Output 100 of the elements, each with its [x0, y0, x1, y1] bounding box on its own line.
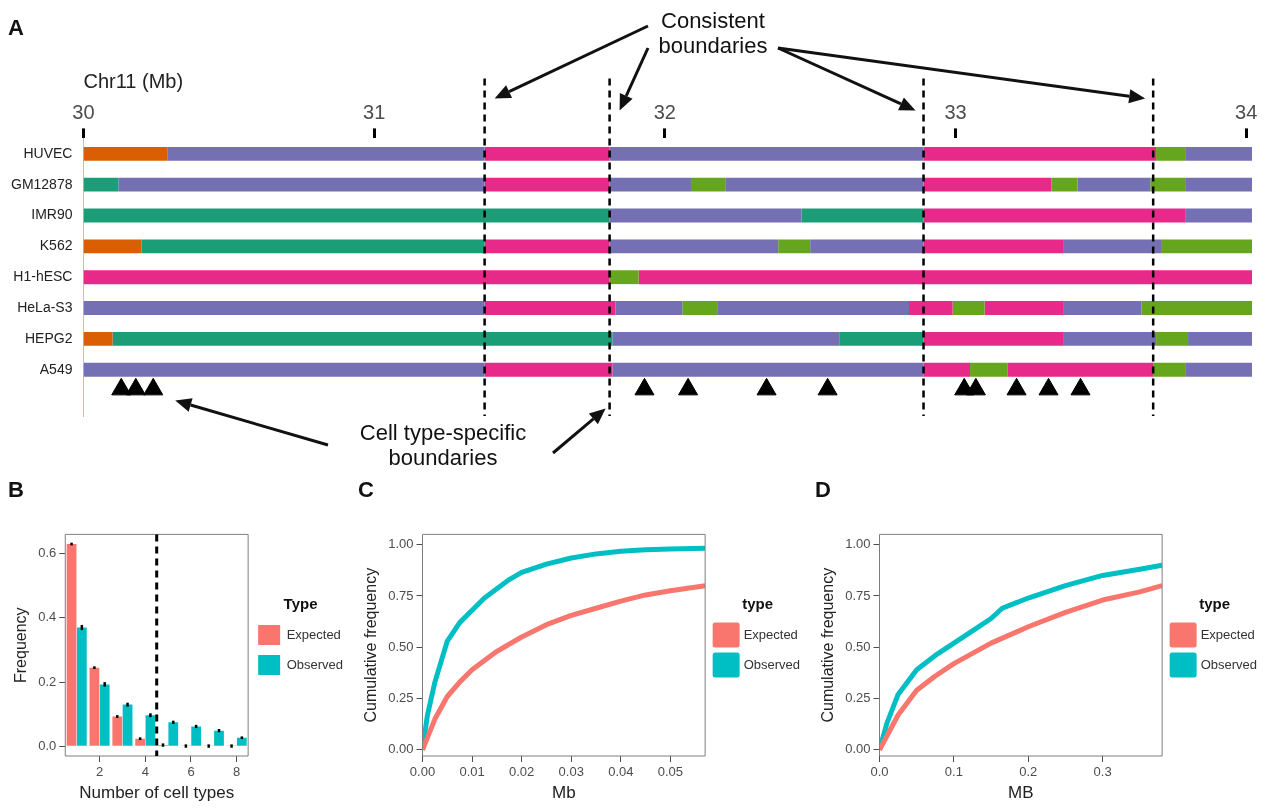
y-tick-label: 0.25 [388, 690, 414, 706]
bar [167, 146, 485, 161]
x-tick-label: 0.1 [944, 764, 963, 780]
bar [778, 239, 811, 254]
x-tick-label: 2 [95, 764, 104, 780]
bar [801, 208, 924, 223]
chart-title: A [8, 15, 24, 41]
bar [236, 737, 247, 746]
y-tick-label: A549 [39, 360, 73, 377]
bar [1063, 239, 1162, 254]
x-axis-title: Mb [552, 783, 576, 803]
bar [83, 177, 119, 192]
bar [1185, 362, 1252, 377]
bar [83, 239, 142, 254]
y-tick-label: GM12878 [11, 175, 73, 192]
x-tick-label: 30 [72, 100, 95, 123]
y-tick-label: 1.00 [845, 536, 871, 552]
bar [118, 177, 485, 192]
bar [1153, 362, 1186, 377]
x-tick-label: 32 [653, 100, 676, 123]
bar [609, 239, 779, 254]
legend-title: type [1199, 594, 1230, 612]
bar [810, 239, 924, 254]
chart-title: C [358, 477, 374, 503]
bar [214, 730, 224, 746]
x-tick-label: 4 [141, 764, 149, 780]
bar [141, 239, 485, 254]
x-tick-label: 0.04 [608, 764, 634, 780]
x-tick-label: 0.03 [558, 764, 584, 780]
bar [609, 146, 924, 161]
bar [66, 544, 77, 746]
bar [83, 331, 113, 346]
legend-label: Expected [743, 626, 798, 642]
y-tick-label: 0.75 [845, 587, 871, 603]
bar [1077, 177, 1151, 192]
bar [1188, 331, 1252, 346]
legend-label: Expected [286, 626, 341, 642]
x-tick-label: 0.2 [1019, 764, 1038, 780]
bar [952, 301, 985, 315]
x-axis-title: Number of cell types [79, 783, 235, 803]
y-tick-label: 1.00 [388, 536, 414, 552]
y-tick-label: 0.4 [38, 609, 57, 625]
bar [484, 177, 610, 192]
bar [191, 726, 202, 746]
y-tick-label: 0.75 [388, 587, 414, 603]
bar [725, 177, 924, 192]
bar [112, 716, 123, 746]
x-tick-label: 0.05 [657, 764, 684, 780]
y-axis-title: Cumulative frequency [362, 567, 380, 723]
bar [1063, 331, 1157, 346]
chart-title: D [815, 477, 831, 503]
text: Consistent boundaries [657, 8, 769, 58]
bar [484, 239, 610, 254]
x-tick-label: 33 [944, 100, 967, 123]
bar [83, 146, 168, 161]
bar [99, 684, 110, 746]
bar [1150, 177, 1186, 192]
x-axis-title: Chr11 (Mb) [83, 69, 184, 92]
bar [970, 362, 1008, 377]
y-tick-label: 0.50 [845, 638, 871, 654]
x-tick-label: 0.3 [1093, 764, 1112, 780]
y-tick-label: 0.0 [38, 737, 57, 753]
legend-label: Observed [1200, 656, 1258, 672]
x-tick-label: 31 [363, 100, 386, 123]
y-tick-label: 0.25 [845, 690, 871, 706]
y-tick-label: 0.00 [845, 741, 871, 757]
chart-title: B [8, 477, 24, 503]
x-tick-label: 0.0 [870, 764, 889, 780]
legend-label: Observed [286, 656, 344, 672]
y-tick-label: HUVEC [23, 144, 73, 161]
y-tick-label: 0.6 [38, 545, 57, 561]
y-tick-label: HEPG2 [25, 329, 73, 346]
legend-label: Expected [1200, 626, 1255, 642]
bar [122, 704, 133, 746]
bar [168, 722, 179, 746]
y-axis-title: Cumulative frequency [819, 567, 837, 723]
legend-title: type [742, 594, 773, 612]
y-tick-label: 0.50 [388, 638, 414, 654]
bar [691, 177, 726, 192]
x-tick-label: 34 [1235, 100, 1258, 123]
y-tick-label: HeLa-S3 [17, 298, 73, 315]
legend-title: Type [283, 594, 318, 612]
y-tick-label: H1-hESC [13, 268, 73, 285]
y-tick-label: K562 [39, 237, 73, 254]
bar [1185, 177, 1252, 192]
bar [1156, 331, 1189, 346]
y-tick-label: 0.2 [38, 673, 57, 689]
bar [638, 270, 1252, 285]
bar [83, 208, 610, 223]
text: Cell type-specific boundaries [358, 420, 528, 470]
bar [1141, 301, 1252, 315]
bar [76, 627, 87, 746]
x-tick-label: 0.02 [509, 764, 535, 780]
bar [145, 715, 156, 746]
x-tick-label: 6 [187, 764, 195, 780]
bar [609, 177, 691, 192]
legend-label: Observed [743, 656, 801, 672]
bar [1063, 301, 1142, 315]
bar [839, 331, 924, 346]
x-tick-label: 8 [233, 764, 241, 780]
